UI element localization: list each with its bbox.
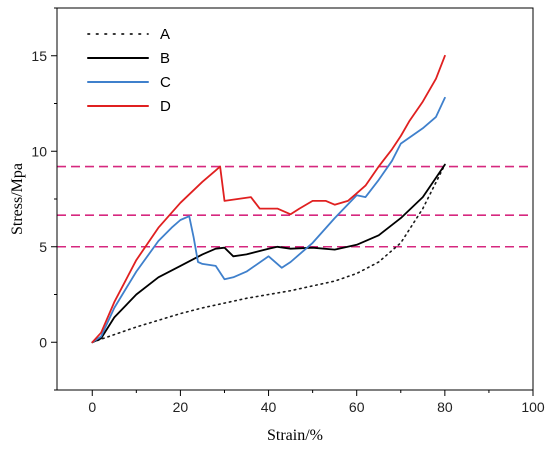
x-tick-label: 60	[349, 399, 365, 415]
x-axis-ticks: 0 20 40 60 80 100	[88, 390, 545, 415]
x-tick-label: 20	[173, 399, 189, 415]
y-axis-ticks: 0 5 10 15	[31, 7, 57, 391]
series-layer	[91, 54, 446, 344]
legend-label-B: B	[160, 50, 170, 67]
legend-label-C: C	[160, 74, 171, 91]
reference-lines	[57, 165, 533, 248]
x-axis-title: Strain/%	[267, 427, 323, 444]
x-tick-label: 80	[437, 399, 453, 415]
series-B-line	[91, 163, 446, 344]
y-tick-label: 15	[31, 48, 47, 64]
series-D-line	[91, 54, 446, 344]
legend-label-D: D	[160, 98, 171, 115]
legend-label-A: A	[160, 26, 170, 43]
x-tick-label: 0	[88, 399, 96, 415]
series-A-line	[91, 163, 446, 344]
plot-frame	[56, 7, 534, 391]
y-tick-label: 5	[39, 239, 47, 255]
y-axis-title: Stress/Mpa	[9, 163, 26, 235]
x-tick-label: 100	[521, 399, 545, 415]
y-tick-label: 10	[31, 143, 47, 159]
x-tick-label: 40	[261, 399, 277, 415]
y-tick-label: 0	[39, 334, 47, 350]
series-C-line	[91, 96, 446, 344]
